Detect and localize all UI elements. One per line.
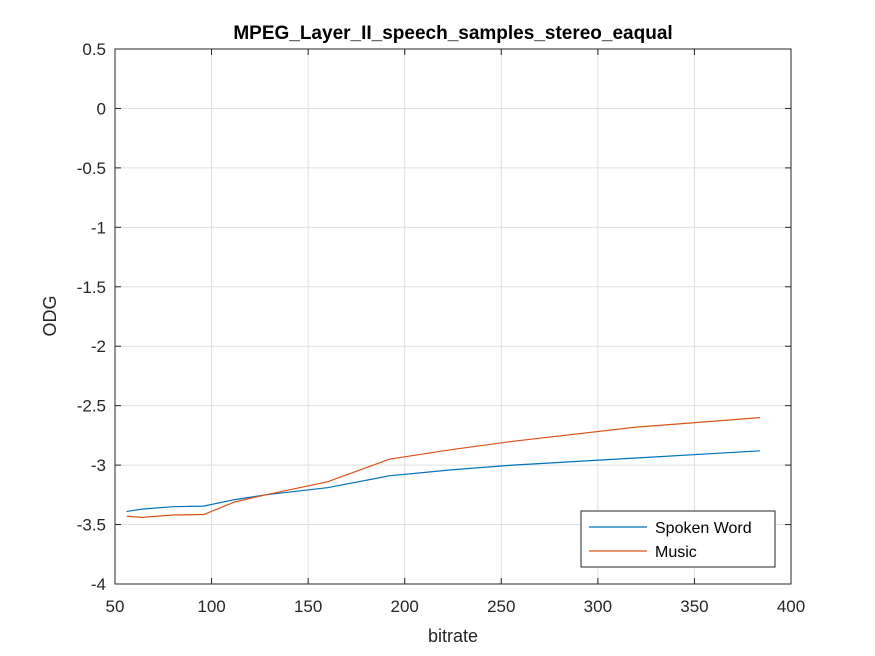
y-tick-label: -2 <box>91 337 106 356</box>
y-tick-label: 0 <box>97 99 106 118</box>
x-tick-label: 150 <box>294 597 322 616</box>
series-line-1 <box>126 417 761 519</box>
y-tick-label: -0.5 <box>77 159 106 178</box>
legend: Spoken Word Music <box>580 510 776 568</box>
y-tick-label: -2.5 <box>77 397 106 416</box>
x-tick-label: 350 <box>680 597 708 616</box>
x-tick-label: 300 <box>584 597 612 616</box>
y-tick-label: -1.5 <box>77 278 106 297</box>
x-tick-label: 400 <box>777 597 805 616</box>
y-tick-label: -3 <box>91 456 106 475</box>
legend-box <box>580 510 776 568</box>
legend-label: Spoken Word <box>655 520 752 537</box>
chart-title: MPEG_Layer_II_speech_samples_stereo_eaqu… <box>233 23 672 44</box>
y-tick-label: -1 <box>91 218 106 237</box>
x-axis-label: bitrate <box>428 626 478 646</box>
plot-background <box>115 49 791 584</box>
y-tick-label: 0.5 <box>82 40 106 59</box>
plot-frame <box>114 48 792 585</box>
y-tick-label: -3.5 <box>77 516 106 535</box>
axis-ticks: 50 100 150 200 250 300 350 400 0.5 0 -0.5 -1 -1.5 -2 -… <box>77 40 805 616</box>
y-tick-label: -4 <box>91 575 106 594</box>
x-tick-label: 50 <box>106 597 125 616</box>
series-line-0 <box>126 450 761 513</box>
y-axis-label: ODG <box>40 295 60 336</box>
legend-label: Music <box>655 544 697 561</box>
x-tick-label: 200 <box>391 597 419 616</box>
x-tick-label: 100 <box>197 597 225 616</box>
x-tick-label: 250 <box>487 597 515 616</box>
series-lines <box>126 417 761 519</box>
